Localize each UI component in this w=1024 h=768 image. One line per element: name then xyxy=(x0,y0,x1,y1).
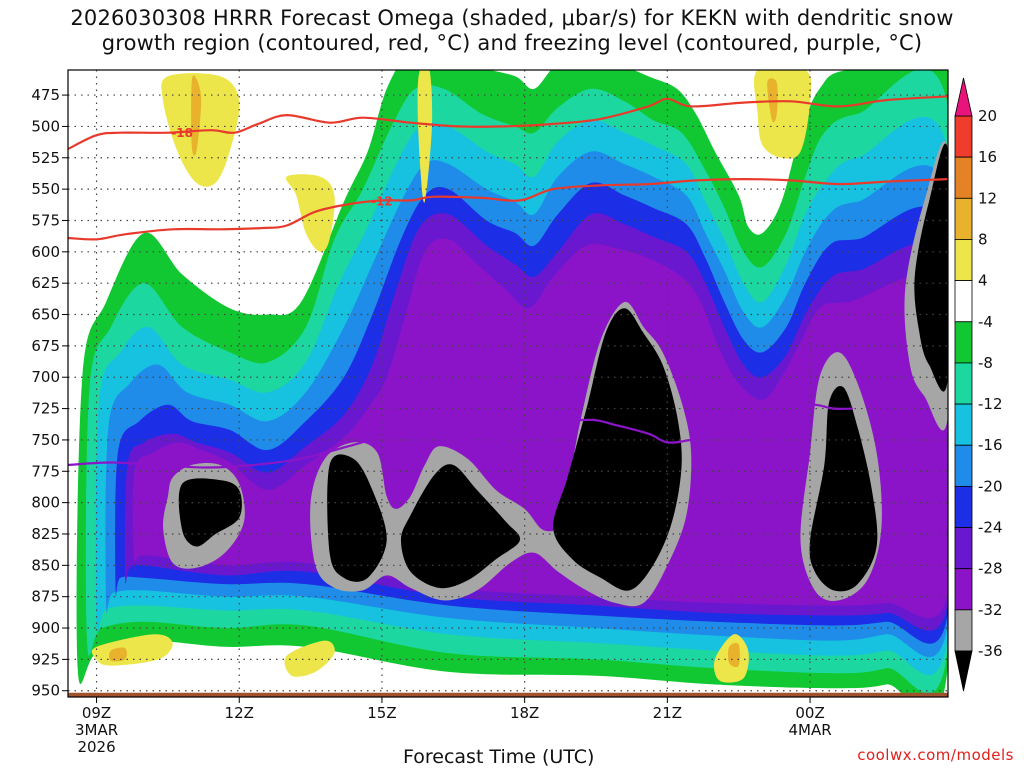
x-tick-label-09z: 09Z xyxy=(82,704,111,722)
omega-shaded-regions xyxy=(76,70,948,697)
x-tick-label-18z: 18Z xyxy=(510,704,539,722)
colorbar-label-m20: -20 xyxy=(978,477,1003,495)
plot-frame xyxy=(67,69,949,698)
colorbar-label-12: 12 xyxy=(978,189,997,207)
colorbar-label-20: 20 xyxy=(978,107,997,125)
colorbar-swatch-8-to-12 xyxy=(954,197,973,240)
colorbar-swatch-12-to-16 xyxy=(954,156,973,199)
region-black-area-1-36 xyxy=(178,478,242,547)
colorbar-swatch-4-to-8 xyxy=(954,239,973,282)
ground-fill xyxy=(68,692,948,697)
y-tick-label-700: 700 xyxy=(31,368,60,386)
region-orange-area-3-8-to-12 xyxy=(109,647,127,662)
colorbar-swatch-20-to-16 xyxy=(954,444,973,487)
chart-title-line-2: growth region (contoured, red, °C) and f… xyxy=(101,31,923,55)
y-tick-label-900: 900 xyxy=(31,619,60,637)
colorbar-label-16: 16 xyxy=(978,148,997,166)
y-axis-ticks: 475 500 525 550 575 600 625 650 675 700 725 750 775 8… xyxy=(31,86,68,700)
y-tick-label-775: 775 xyxy=(31,462,60,480)
region-orange-area-4-8-to-12 xyxy=(728,642,740,668)
region-black-area-5-36 xyxy=(809,386,878,592)
region-black-area-2-36 xyxy=(327,454,387,582)
region-black-area-6-36 xyxy=(914,143,948,392)
credit-link[interactable]: coolwx.com/models xyxy=(857,746,1014,764)
colorbar-swatch-32-to-28 xyxy=(954,568,973,611)
y-tick-label-825: 825 xyxy=(31,525,60,543)
x-axis-label: Forecast Time (UTC) xyxy=(403,746,595,768)
region-yellow-area-6-4-to-8 xyxy=(284,640,335,677)
colorbar-label-4: 4 xyxy=(978,272,988,290)
colorbar-label-m28: -28 xyxy=(978,560,1003,578)
x-date-label-4mar: 4MAR xyxy=(788,721,831,739)
dotted-gridlines xyxy=(68,70,948,697)
y-tick-label-525: 525 xyxy=(31,149,60,167)
contour-freezing-level-0-2 xyxy=(68,403,853,469)
temperature-contours: -18 -12 xyxy=(68,95,948,469)
colorbar-bottom-arrow xyxy=(954,650,973,692)
x-year-label-2026: 2026 xyxy=(77,738,115,756)
colorbar-label-m24: -24 xyxy=(978,519,1003,537)
colorbar-swatch-16-to-20 xyxy=(954,115,973,158)
ground-strip xyxy=(68,692,948,697)
y-tick-label-925: 925 xyxy=(31,650,60,668)
y-tick-label-875: 875 xyxy=(31,588,60,606)
y-tick-label-850: 850 xyxy=(31,556,60,574)
chart-title-line-1: 2026030308 HRRR Forecast Omega (shaded, … xyxy=(70,6,954,30)
region-yellow-area-3-4-to-8 xyxy=(417,70,433,203)
plot-border xyxy=(67,69,949,698)
colorbar-label-m16: -16 xyxy=(978,436,1003,454)
colorbar-label-8: 8 xyxy=(978,230,988,248)
colorbar-swatch-8-to-4 xyxy=(954,321,973,364)
colorbar-label-m8: -8 xyxy=(978,354,993,372)
y-tick-label-625: 625 xyxy=(31,274,60,292)
region-yellow-area-4-4-to-8 xyxy=(754,70,812,159)
contour-dendritic-snow-growth-region-12-1 xyxy=(68,177,948,241)
y-tick-label-725: 725 xyxy=(31,400,60,418)
x-tick-label-00z: 00Z xyxy=(795,704,824,722)
y-tick-label-550: 550 xyxy=(31,180,60,198)
colorbar-swatch-16-to-12 xyxy=(954,403,973,446)
y-tick-label-600: 600 xyxy=(31,243,60,261)
x-tick-label-12z: 12Z xyxy=(225,704,254,722)
contour-label-0: -18 xyxy=(171,126,193,140)
colorbar-swatch-12-to-8 xyxy=(954,362,973,405)
colorbar-label-m36: -36 xyxy=(978,642,1003,660)
colorbar-swatch-4-to-4 xyxy=(954,280,973,323)
x-tick-label-21z: 21Z xyxy=(653,704,682,722)
y-tick-label-575: 575 xyxy=(31,211,60,229)
y-tick-label-950: 950 xyxy=(31,682,60,700)
colorbar-swatch-36-to-32 xyxy=(954,609,973,652)
chart-title: 2026030308 HRRR Forecast Omega (shaded, … xyxy=(0,6,1024,56)
colorbar-label-m32: -32 xyxy=(978,601,1003,619)
region-black-area-3-36 xyxy=(401,464,521,589)
y-tick-label-650: 650 xyxy=(31,306,60,324)
colorbar-swatch-24-to-20 xyxy=(954,485,973,528)
y-tick-label-750: 750 xyxy=(31,431,60,449)
colorbar-label-m12: -12 xyxy=(978,395,1003,413)
colorbar: 20 16 12 8 4 -4 -8 -12 -16 -20 -24 -28 -32 -36 xyxy=(954,77,1003,692)
y-tick-label-800: 800 xyxy=(31,494,60,512)
region-black-area-4-36 xyxy=(553,308,682,591)
colorbar-top-arrow xyxy=(954,77,973,117)
y-tick-label-675: 675 xyxy=(31,337,60,355)
colorbar-label-m4: -4 xyxy=(978,313,993,331)
colorbar-swatch-28-to-24 xyxy=(954,527,973,570)
contour-label-1: -12 xyxy=(371,194,393,208)
x-tick-label-15z: 15Z xyxy=(367,704,396,722)
y-tick-label-500: 500 xyxy=(31,117,60,135)
contour-dendritic-snow-growth-region-18-0 xyxy=(68,95,948,150)
x-date-label-3mar: 3MAR xyxy=(75,721,118,739)
y-tick-label-475: 475 xyxy=(31,86,60,104)
